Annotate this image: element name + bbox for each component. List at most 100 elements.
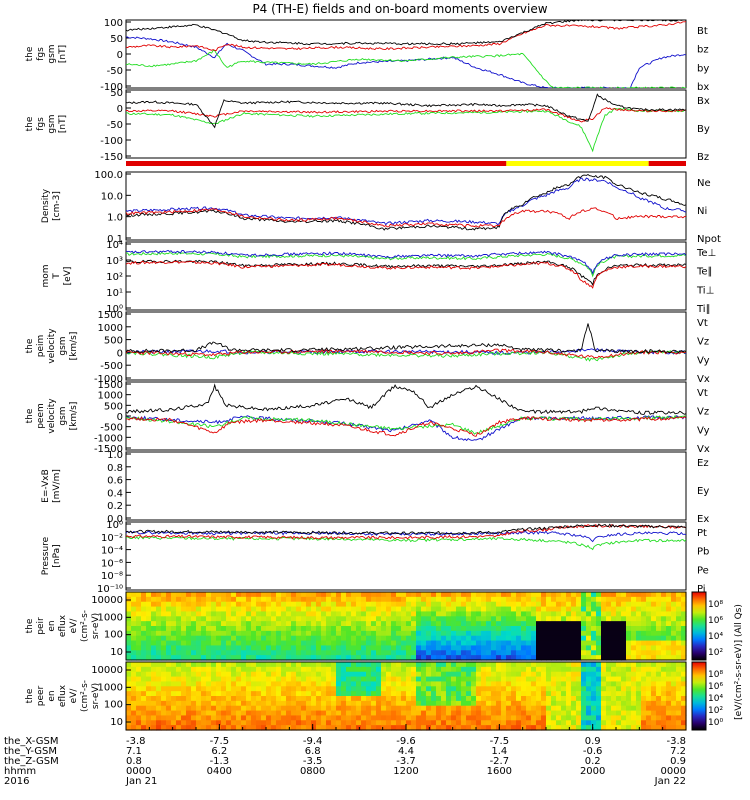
heatmap-cell: [681, 621, 687, 627]
heatmap-cell: [221, 671, 227, 678]
heatmap-cell: [276, 725, 282, 731]
heatmap-cell: [566, 621, 572, 627]
heatmap-cell: [496, 715, 502, 721]
heatmap-cell: [466, 710, 472, 717]
heatmap-cell: [486, 616, 492, 622]
heatmap-cell: [411, 655, 417, 661]
heatmap-cell: [256, 696, 262, 702]
heatmap-cell: [246, 616, 252, 622]
heatmap-cell: [426, 671, 432, 678]
heatmap-cell: [661, 705, 667, 712]
heatmap-cell: [371, 705, 377, 712]
heatmap-cell: [516, 630, 522, 637]
heatmap-cell: [456, 606, 462, 613]
heatmap-cell: [226, 630, 232, 637]
heatmap-cell: [566, 662, 572, 668]
y-tick-label: 50: [110, 88, 123, 99]
heatmap-cell: [441, 592, 447, 598]
y-tick-label: 10⁻¹⁰: [97, 584, 123, 595]
heatmap-cell: [586, 676, 592, 683]
heatmap-cell: [306, 681, 312, 687]
heatmap-cell: [136, 696, 142, 702]
heatmap-cell: [146, 715, 152, 721]
heatmap-cell: [361, 640, 367, 647]
heatmap-cell: [366, 705, 372, 712]
heatmap-cell: [426, 725, 432, 731]
heatmap-cell: [551, 705, 557, 712]
legend-label: By: [697, 124, 710, 135]
heatmap-cell: [391, 705, 397, 712]
panel-frame: [125, 381, 687, 451]
heatmap-cell: [661, 611, 667, 617]
heatmap-cell: [521, 630, 527, 637]
heatmap-cell: [491, 606, 497, 613]
heatmap-cell: [156, 686, 162, 692]
heatmap-cell: [396, 676, 402, 683]
heatmap-cell: [626, 616, 632, 622]
heatmap-cell: [341, 725, 347, 731]
heatmap-cell: [336, 655, 342, 661]
heatmap-cell: [481, 666, 487, 673]
heatmap-cell: [156, 676, 162, 683]
heatmap-cell: [216, 616, 222, 622]
heatmap-cell: [436, 666, 442, 673]
heatmap-cell: [601, 596, 607, 603]
heatmap-cell: [606, 720, 612, 726]
heatmap-cell: [481, 635, 487, 642]
heatmap-cell: [261, 635, 267, 642]
heatmap-cell: [496, 710, 502, 717]
heatmap-cell: [356, 666, 362, 673]
series-line-Bz: [126, 107, 686, 153]
heatmap-cell: [526, 725, 532, 731]
heatmap-cell: [476, 720, 482, 726]
heatmap-cell: [176, 705, 182, 712]
heatmap-cell: [431, 592, 437, 598]
heatmap-cell: [261, 696, 267, 702]
colorbar-label: [eV/(cm²-s-sr-eV)] (All Qs): [734, 604, 744, 720]
heatmap-cell: [521, 725, 527, 731]
heatmap-cell: [676, 686, 682, 692]
heatmap-cell: [466, 635, 472, 642]
heatmap-cell: [491, 596, 497, 603]
heatmap-cell: [681, 691, 687, 697]
heatmap-cell: [281, 640, 287, 647]
heatmap-cell: [676, 621, 682, 627]
heatmap-cell: [576, 725, 582, 731]
heatmap-cell: [276, 662, 282, 668]
heatmap-cell: [186, 650, 192, 656]
heatmap-cell: [656, 686, 662, 692]
heatmap-cell: [151, 616, 157, 622]
heatmap-cell: [166, 616, 172, 622]
heatmap-cell: [271, 592, 277, 598]
heatmap-cell: [376, 655, 382, 661]
heatmap-cell: [311, 725, 317, 731]
heatmap-cell: [431, 645, 437, 651]
heatmap-cell: [141, 662, 147, 668]
heatmap-cell: [566, 616, 572, 622]
heatmap-cell: [256, 626, 262, 632]
heatmap-cell: [171, 720, 177, 726]
heatmap-cell: [491, 710, 497, 717]
heatmap-cell: [211, 650, 217, 656]
heatmap-cell: [266, 662, 272, 668]
orbit-row-value: 0800: [300, 766, 325, 777]
heatmap-cell: [526, 635, 532, 642]
heatmap-cell: [361, 635, 367, 642]
heatmap-cell: [571, 700, 577, 707]
heatmap-cell: [491, 601, 497, 608]
heatmap-cell: [241, 655, 247, 661]
heatmap-cell: [231, 671, 237, 678]
heatmap-cell: [446, 691, 452, 697]
heatmap-cell: [181, 601, 187, 608]
heatmap-cell: [196, 666, 202, 673]
heatmap-cell: [266, 645, 272, 651]
heatmap-cell: [596, 606, 602, 613]
heatmap-cell: [621, 705, 627, 712]
heatmap-cell: [351, 626, 357, 632]
heatmap-cell: [526, 720, 532, 726]
heatmap-cell: [531, 715, 537, 721]
heatmap-cell: [196, 720, 202, 726]
y-tick-label: 0: [117, 50, 123, 61]
heatmap-cell: [131, 666, 137, 673]
heatmap-cell: [246, 725, 252, 731]
